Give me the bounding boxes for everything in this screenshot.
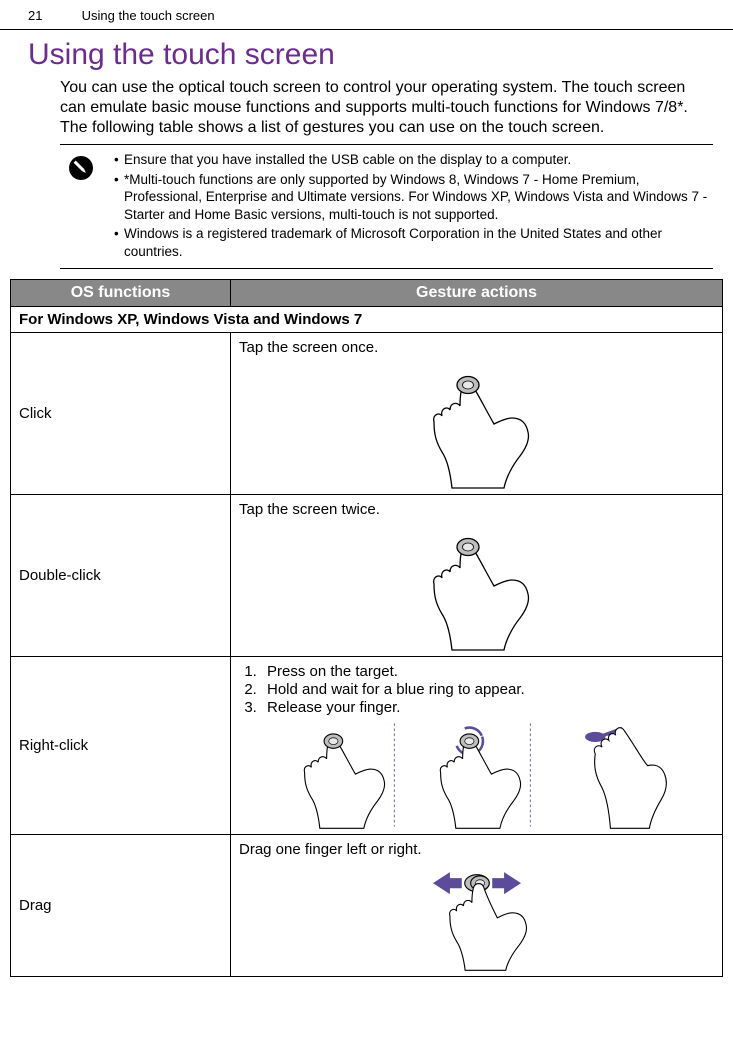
hand-drag-icon [239, 862, 714, 972]
step-item: Hold and wait for a blue ring to appear. [261, 681, 714, 698]
os-cell: Click [11, 333, 231, 495]
table-row: Double-click Tap the screen twice. [11, 495, 723, 657]
header-rule [0, 29, 733, 30]
os-cell: Double-click [11, 495, 231, 657]
pencil-icon [68, 155, 94, 186]
table-row: Right-click Press on the target. Hold an… [11, 657, 723, 835]
os-cell: Right-click [11, 657, 231, 835]
running-title: Using the touch screen [82, 8, 215, 23]
hand-tap-icon [239, 360, 714, 490]
header-os: OS functions [11, 280, 231, 307]
section-row: For Windows XP, Windows Vista and Window… [11, 307, 723, 333]
gesture-desc: Tap the screen once. [239, 339, 714, 356]
gesture-cell: Press on the target. Hold and wait for a… [231, 657, 723, 835]
note-block: Ensure that you have installed the USB c… [60, 144, 713, 269]
note-item: Windows is a registered trademark of Mic… [114, 225, 713, 260]
intro-paragraph: You can use the optical touch screen to … [60, 78, 713, 138]
right-click-illustration [239, 720, 714, 830]
section-title: Using the touch screen [28, 38, 733, 72]
page-header: 21 Using the touch screen [0, 0, 733, 29]
step-item: Release your finger. [261, 699, 714, 716]
hand-press-icon [281, 720, 401, 830]
os-cell: Drag [11, 835, 231, 977]
table-header-row: OS functions Gesture actions [11, 280, 723, 307]
note-item: Ensure that you have installed the USB c… [114, 151, 713, 169]
note-list: Ensure that you have installed the USB c… [114, 151, 713, 260]
gesture-cell: Tap the screen once. [231, 333, 723, 495]
section-label: For Windows XP, Windows Vista and Window… [11, 307, 723, 333]
page-number: 21 [28, 8, 78, 23]
header-gesture: Gesture actions [231, 280, 723, 307]
step-item: Press on the target. [261, 663, 714, 680]
table-row: Drag Drag one finger left or right. [11, 835, 723, 977]
hand-double-tap-icon [239, 522, 714, 652]
gesture-desc: Drag one finger left or right. [239, 841, 714, 858]
hand-hold-ring-icon [417, 720, 537, 830]
gesture-cell: Tap the screen twice. [231, 495, 723, 657]
gesture-table: OS functions Gesture actions For Windows… [10, 279, 723, 977]
gesture-desc: Tap the screen twice. [239, 501, 714, 518]
table-row: Click Tap the screen once. [11, 333, 723, 495]
gesture-steps: Press on the target. Hold and wait for a… [243, 663, 714, 716]
note-item: *Multi-touch functions are only supporte… [114, 171, 713, 224]
hand-release-icon [553, 720, 673, 830]
gesture-cell: Drag one finger left or right. [231, 835, 723, 977]
